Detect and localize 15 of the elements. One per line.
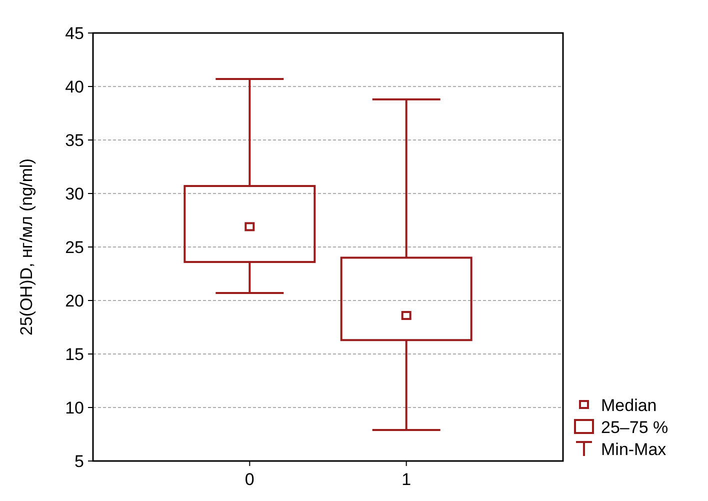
y-tick-label: 35 [65,130,84,150]
y-tick-label: 40 [65,77,84,96]
y-tick-label: 20 [65,291,84,310]
y-tick-label: 25 [65,238,84,257]
text: Median [601,396,657,415]
x-tick-label: 1 [402,470,412,489]
text: Min-Max [601,440,667,459]
x-tick-label: 0 [244,470,254,489]
y-tick-label: 30 [65,184,84,204]
y-tick-label: 45 [65,24,84,43]
text: 25–75 % [601,418,668,437]
y-axis-title: 25(OH)D, нг/мл (ng/ml) [17,158,36,336]
y-tick-label: 15 [65,344,84,364]
y-tick-label: 10 [65,398,84,418]
y-tick-label: 5 [74,452,84,471]
